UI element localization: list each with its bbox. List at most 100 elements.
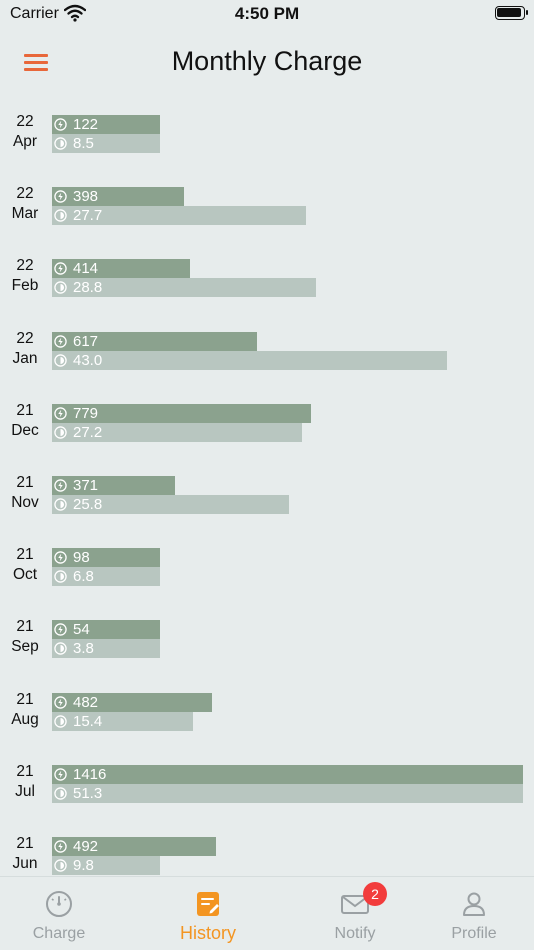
month-label: 21 Aug bbox=[0, 690, 50, 730]
lightning-icon bbox=[54, 334, 67, 348]
cost-bar[interactable]: 9.8 bbox=[52, 856, 160, 875]
cost-bar[interactable]: 3.8 bbox=[52, 639, 160, 659]
wifi-icon bbox=[63, 4, 87, 27]
energy-bar-value: 54 bbox=[73, 621, 90, 639]
carrier-label: Carrier bbox=[10, 5, 59, 22]
page-title: Monthly Charge bbox=[171, 46, 363, 76]
month-year: 21 bbox=[16, 835, 34, 852]
month-label: 22 Apr bbox=[0, 112, 50, 152]
month-label: 21 Oct bbox=[0, 545, 50, 585]
cost-bar[interactable]: 51.3 bbox=[52, 783, 523, 803]
month-row[interactable]: 22 Feb 414 28.8 bbox=[0, 256, 534, 298]
tab-profile[interactable]: Profile bbox=[424, 885, 524, 945]
status-bar: Carrier 4:50 PM bbox=[0, 0, 534, 28]
coin-icon bbox=[54, 787, 67, 800]
month-label: 21 Nov bbox=[0, 473, 50, 513]
cost-bar-value: 27.2 bbox=[73, 423, 103, 441]
month-year: 21 bbox=[16, 618, 34, 636]
hamburger-icon-line bbox=[24, 68, 48, 71]
month-row[interactable]: 21 Jun 492 9.8 bbox=[0, 834, 534, 876]
month-row[interactable]: 22 Apr 122 8.5 bbox=[0, 112, 534, 154]
month-label: 22 Feb bbox=[0, 256, 50, 296]
lightning-icon bbox=[54, 479, 67, 492]
month-row[interactable]: 22 Mar 398 27.7 bbox=[0, 184, 534, 226]
energy-bar[interactable]: 779 bbox=[52, 403, 312, 423]
lightning-icon bbox=[54, 551, 67, 564]
month-row[interactable]: 21 Sep 54 3.8 bbox=[0, 617, 534, 659]
month-name: Apr bbox=[12, 133, 38, 150]
month-row[interactable]: 21 Dec 779 27.2 bbox=[0, 401, 534, 443]
cost-bar[interactable]: 6.8 bbox=[52, 567, 160, 587]
coin-icon bbox=[54, 859, 67, 872]
energy-bar[interactable]: 482 bbox=[52, 692, 213, 712]
cost-bar[interactable]: 15.4 bbox=[52, 711, 194, 731]
energy-bar[interactable]: 371 bbox=[52, 476, 176, 495]
energy-bar-value: 779 bbox=[73, 404, 99, 422]
menu-button[interactable] bbox=[24, 52, 50, 74]
energy-bar[interactable]: 54 bbox=[52, 620, 160, 640]
coin-icon bbox=[54, 642, 67, 656]
energy-bar[interactable]: 98 bbox=[52, 548, 160, 568]
tab-history[interactable]: History bbox=[158, 885, 258, 945]
lightning-icon bbox=[54, 623, 67, 637]
month-name: Feb bbox=[11, 277, 39, 295]
energy-bar-value: 98 bbox=[73, 549, 90, 567]
tab-notify[interactable]: Notify 2 bbox=[305, 882, 405, 945]
tab-charge[interactable]: Charge bbox=[9, 885, 109, 945]
tab-label: History bbox=[179, 923, 236, 943]
month-name: Mar bbox=[11, 205, 39, 223]
month-label: 21 Sep bbox=[0, 617, 50, 657]
cost-bar-value: 27.7 bbox=[73, 207, 103, 225]
month-row[interactable]: 21 Jul 1416 51.3 bbox=[0, 762, 534, 804]
lightning-icon bbox=[54, 118, 67, 131]
lightning-icon bbox=[54, 262, 67, 276]
energy-bar-value: 482 bbox=[73, 693, 99, 711]
energy-bar[interactable]: 617 bbox=[52, 331, 258, 351]
energy-bar-value: 1416 bbox=[73, 765, 107, 783]
energy-bar-value: 492 bbox=[73, 838, 99, 855]
lightning-icon bbox=[54, 768, 67, 781]
month-row[interactable]: 21 Nov 371 25.8 bbox=[0, 473, 534, 515]
cost-bar[interactable]: 28.8 bbox=[52, 278, 317, 298]
energy-bar[interactable]: 492 bbox=[52, 837, 216, 856]
envelope-icon bbox=[305, 889, 405, 919]
month-year: 22 bbox=[16, 329, 34, 347]
month-name: Aug bbox=[11, 710, 39, 728]
cost-bar[interactable]: 25.8 bbox=[52, 495, 289, 514]
tab-label: Profile bbox=[451, 925, 497, 942]
cost-bar[interactable]: 27.7 bbox=[52, 206, 307, 226]
month-row[interactable]: 21 Aug 482 15.4 bbox=[0, 690, 534, 732]
energy-bar[interactable]: 398 bbox=[52, 187, 185, 207]
gauge-icon bbox=[9, 889, 109, 919]
tab-label: Notify bbox=[334, 925, 376, 942]
status-time: 4:50 PM bbox=[234, 4, 300, 23]
coin-icon bbox=[54, 498, 67, 511]
month-name: Nov bbox=[11, 494, 39, 511]
nav-bar: Monthly Charge bbox=[0, 40, 534, 86]
energy-bar-value: 617 bbox=[73, 332, 99, 350]
energy-bar[interactable]: 122 bbox=[52, 115, 160, 134]
history-note-icon bbox=[158, 889, 258, 919]
cost-bar[interactable]: 8.5 bbox=[52, 134, 160, 153]
coin-icon bbox=[54, 209, 67, 222]
month-label: 21 Dec bbox=[0, 401, 50, 441]
energy-bar[interactable]: 1416 bbox=[52, 764, 523, 784]
month-name: Sep bbox=[11, 638, 39, 656]
month-row[interactable]: 22 Jan 617 43.0 bbox=[0, 329, 534, 371]
coin-icon bbox=[54, 281, 67, 295]
cost-bar-value: 9.8 bbox=[73, 857, 94, 874]
month-name: Dec bbox=[11, 421, 39, 439]
notification-badge: 2 bbox=[363, 882, 387, 906]
month-row[interactable]: 21 Oct 98 6.8 bbox=[0, 545, 534, 587]
lightning-icon bbox=[54, 840, 67, 853]
hamburger-icon-line bbox=[24, 61, 48, 64]
monthly-charge-list[interactable]: 22 Apr 122 8.5 22 Mar 398 27.7 22 Feb 414 28.8 22 Jan… bbox=[0, 112, 534, 876]
cost-bar[interactable]: 43.0 bbox=[52, 350, 447, 370]
month-name: Oct bbox=[12, 566, 38, 584]
month-label: 22 Mar bbox=[0, 184, 50, 224]
energy-bar[interactable]: 414 bbox=[52, 259, 190, 279]
cost-bar[interactable]: 27.2 bbox=[52, 422, 302, 442]
coin-icon bbox=[54, 426, 67, 439]
battery-icon bbox=[495, 6, 528, 20]
month-label: 21 Jun bbox=[0, 834, 50, 874]
